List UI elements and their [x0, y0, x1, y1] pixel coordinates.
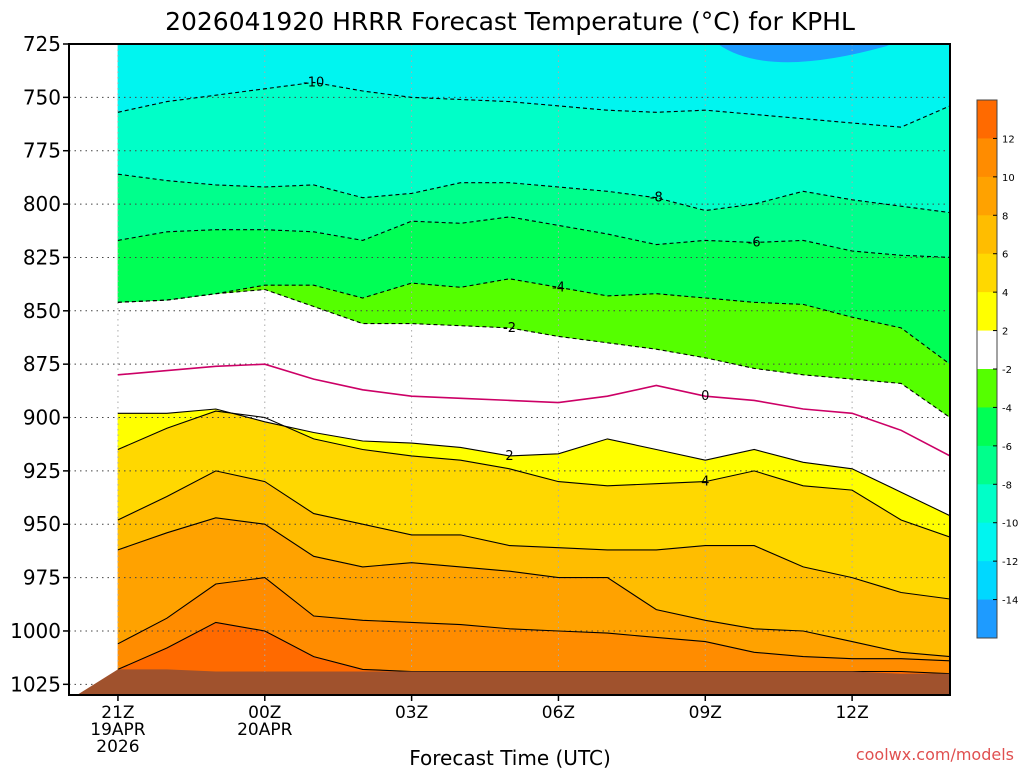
y-tick-label-1: 750: [23, 85, 61, 109]
colorbar-tick-label-1: 10: [1002, 173, 1015, 184]
colorbar-swatch-3: [977, 215, 997, 255]
isotherm-minus-8: [117, 173, 950, 214]
contour-label-6: 0: [701, 389, 709, 404]
colorbar-tick-label-12: -14: [1002, 596, 1018, 607]
x-axis-label: Forecast Time (UTC): [409, 746, 611, 768]
colorbar-tick-label-11: -12: [1002, 557, 1018, 568]
colorbar-tick-label-9: -8: [1002, 480, 1012, 491]
chart-title: 2026041920 HRRR Forecast Temperature (°C…: [165, 7, 855, 36]
colorbar: 12 10 8 6 4 2 -2 -4 -6 -8 -10 -12 -14: [976, 99, 1018, 639]
plot-frame: [68, 43, 951, 696]
x-tick-label-5-line-0: 12Z: [835, 703, 868, 723]
band-minus-14-patch: [718, 44, 892, 63]
y-tick-label-7: 900: [23, 406, 61, 430]
colorbar-swatch-7: [977, 369, 997, 408]
colorbar-swatch-13: [977, 599, 997, 639]
y-tick-label-5: 850: [23, 299, 61, 323]
x-tick-label-0-line-1: 19APR: [90, 720, 146, 740]
colorbar-swatch-5: [977, 292, 997, 332]
contour-label-1: -10: [303, 75, 324, 90]
y-tick-label-4: 825: [23, 245, 61, 269]
colorbar-swatch-9: [977, 445, 997, 485]
y-tick-label-8: 925: [23, 459, 61, 483]
contour-label-2: -8: [650, 191, 663, 206]
contour-label-5: -2: [503, 321, 516, 336]
surface-terrain-fill: [76, 669, 950, 695]
y-axis: 725 750 775 800 825 850 875 900 925 950 975 1000 102…: [10, 32, 69, 696]
y-tick-label-2: 775: [23, 139, 61, 163]
isotherm-10: [117, 577, 950, 662]
isotherm-0: [117, 363, 950, 457]
contour-label-4: -4: [552, 280, 565, 295]
isotherm-minus-10: [117, 81, 950, 128]
colorbar-swatch-11: [977, 522, 997, 562]
colorbar-swatch-8: [977, 407, 997, 447]
x-tick-label-2-line-0: 03Z: [395, 703, 428, 723]
isotherm-6: [117, 470, 950, 600]
colorbar-swatch-4: [977, 253, 997, 293]
colorbar-swatch-0: [977, 100, 997, 139]
dotted-grid: [69, 44, 950, 695]
y-tick-label-9: 950: [23, 512, 61, 536]
isotherm-2: [117, 408, 950, 517]
isotherm-minus-4: [117, 278, 950, 365]
isotherm-minus-2: [117, 288, 950, 418]
y-tick-label-12: 1025: [10, 672, 61, 696]
y-tick-label-10: 975: [23, 566, 61, 590]
x-tick-label-1-line-0: 00Z: [248, 703, 281, 723]
colorbar-tick-label-10: -10: [1002, 519, 1018, 530]
colorbar-tick-label-2: 8: [1002, 211, 1008, 222]
y-tick-label-0: 725: [23, 32, 61, 56]
temperature-fill-bands: [117, 44, 950, 695]
contour-label-7: 2: [505, 449, 513, 464]
colorbar-tick-label-7: -4: [1002, 403, 1012, 414]
y-tick-label-3: 800: [23, 192, 61, 216]
x-tick-label-0-line-0: 21Z: [101, 703, 134, 723]
colorbar-swatch-2: [977, 176, 997, 216]
terrain-surface: [76, 669, 950, 695]
isotherm-8: [117, 517, 950, 658]
credit-text: coolwx.com/models: [856, 745, 1014, 764]
y-tick-label-6: 875: [23, 352, 61, 376]
isotherm-minus-6: [117, 216, 950, 258]
x-tick-label-3-line-0: 06Z: [542, 703, 575, 723]
colorbar-tick-label-8: -6: [1002, 442, 1012, 453]
contour-label-3: -6: [748, 236, 761, 251]
y-tick-label-11: 1000: [10, 619, 61, 643]
colorbar-tick-label-0: 12: [1002, 134, 1015, 145]
x-tick-label-0-line-2: 2026: [96, 737, 139, 757]
colorbar-tick-label-6: -2: [1002, 365, 1012, 376]
colorbar-swatch-1: [977, 138, 997, 178]
colorbar-swatch-10: [977, 484, 997, 524]
contour-label-8: 4: [701, 475, 709, 490]
contour-labels: -10 -8 -6 -4 -2 0 2 4: [303, 75, 761, 490]
colorbar-tick-label-3: 6: [1002, 250, 1008, 261]
x-tick-label-1-line-1: 20APR: [237, 720, 293, 740]
x-tick-label-4-line-0: 09Z: [689, 703, 722, 723]
colorbar-swatch-12: [977, 561, 997, 601]
colorbar-tick-label-5: 2: [1002, 327, 1008, 338]
colorbar-tick-label-4: 4: [1002, 288, 1008, 299]
isotherm-4: [117, 410, 950, 538]
colorbar-swatch-6: [977, 330, 997, 370]
